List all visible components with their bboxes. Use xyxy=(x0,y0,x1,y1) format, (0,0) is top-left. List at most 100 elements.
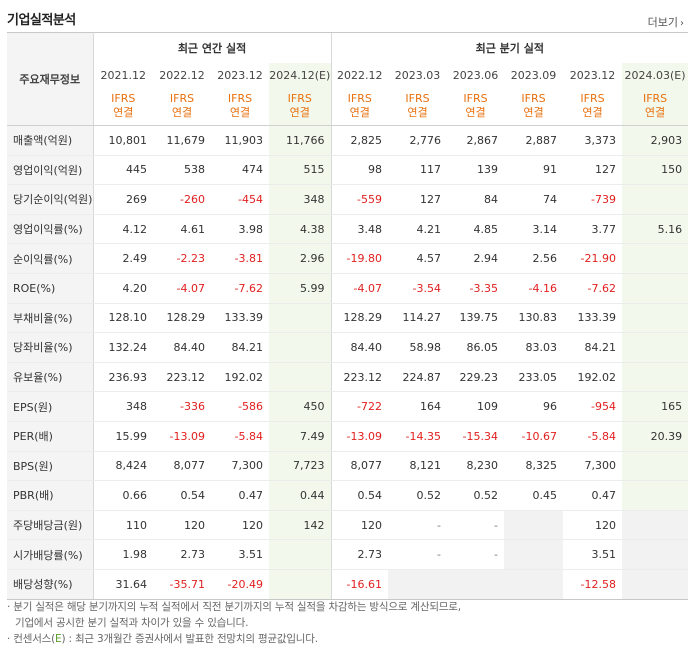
table-cell: 96 xyxy=(504,391,564,422)
row-label[interactable]: 주당배당금(원) xyxy=(7,509,94,541)
table-cell: 83.03 xyxy=(504,332,564,363)
basis-header[interactable]: IFRS 연결 xyxy=(211,87,269,126)
table-cell: -10.67 xyxy=(504,421,564,452)
table-cell: 224.87 xyxy=(388,362,448,393)
table-cell: 3.51 xyxy=(211,539,269,570)
table-cell: 5.99 xyxy=(269,273,332,304)
table-row: PBR(배) 0.66 0.54 0.47 0.44 0.54 0.52 0.52 0.45 0.… xyxy=(7,480,689,511)
table-cell: 7,300 xyxy=(211,451,269,482)
annual-group-header: 최근 연간 실적 xyxy=(93,32,332,63)
table-cell: 538 xyxy=(153,155,211,186)
basis-standard: IFRS xyxy=(287,92,312,105)
row-label[interactable]: 영업이익(억원) xyxy=(7,155,94,186)
table-cell: 133.39 xyxy=(211,302,269,334)
basis-header[interactable]: IFRS 연결 xyxy=(447,87,505,126)
table-cell xyxy=(622,569,689,600)
note-line: · 컨센서스(E) : 최근 3개월간 증권사에서 발표한 전망치의 평균값입니… xyxy=(7,631,461,647)
row-label-header: 주요재무정보 xyxy=(7,32,94,126)
table-cell: -13.09 xyxy=(153,421,211,452)
row-label[interactable]: 시가배당률(%) xyxy=(7,539,94,570)
row-label[interactable]: BPS(원) xyxy=(7,451,94,482)
basis-standard: IFRS xyxy=(463,92,488,105)
table-cell: 8,077 xyxy=(330,451,389,482)
row-label[interactable]: 매출액(억원) xyxy=(7,125,94,156)
basis-header[interactable]: IFRS 연결 xyxy=(504,87,564,126)
table-row: ROE(%) 4.20 -4.07 -7.62 5.99 -4.07 -3.54 -3.35-… xyxy=(7,273,689,304)
basis-header[interactable]: IFRS 연결 xyxy=(153,87,211,126)
table-cell: 0.44 xyxy=(269,480,332,511)
table-cell: 3.14 xyxy=(504,213,564,245)
note-line: · 분기 실적은 해당 분기까지의 누적 실적에서 직전 분기까지의 누적 실적… xyxy=(7,601,461,613)
basis-header[interactable]: IFRS 연결 xyxy=(563,87,623,126)
row-label[interactable]: 당좌비율(%) xyxy=(7,332,94,363)
row-label[interactable]: 영업이익률(%) xyxy=(7,213,94,245)
more-link[interactable]: 더보기 › xyxy=(648,14,684,30)
row-label[interactable]: EPS(원) xyxy=(7,391,94,422)
table-row: 당기순이익(억원) 269 -260 -454 348 -559 127 84 74 -739 xyxy=(7,184,689,215)
table-cell: 86.05 xyxy=(447,332,505,363)
table-row: 유보율(%) 236.93 223.12 192.02 223.12 224.87 229.… xyxy=(7,362,689,393)
table-cell: -454 xyxy=(211,184,269,215)
basis-header[interactable]: IFRS 연결 xyxy=(622,87,689,126)
table-cell: 10,801 xyxy=(93,125,153,156)
table-cell: 120 xyxy=(563,509,623,541)
table-cell: -35.71 xyxy=(153,569,211,600)
table-cell: 8,121 xyxy=(388,451,448,482)
table-cell: 84 xyxy=(447,184,505,215)
table-cell: -21.90 xyxy=(563,243,623,274)
table-row: 순이익률(%) 2.49 -2.23 -3.81 2.96 -19.80 4.57 2.94 2… xyxy=(7,243,689,274)
table-cell: 1.98 xyxy=(93,539,153,570)
estimate-marker: E xyxy=(55,633,62,645)
table-cell: 2,887 xyxy=(504,125,564,156)
table-cell: 192.02 xyxy=(563,362,623,393)
table-cell: 3.48 xyxy=(330,213,389,245)
table-cell: 3,373 xyxy=(563,125,623,156)
table-cell: -4.07 xyxy=(330,273,389,304)
table-cell xyxy=(622,184,689,215)
table-cell xyxy=(622,451,689,482)
table-cell: 58.98 xyxy=(388,332,448,363)
basis-standard: IFRS xyxy=(111,92,136,105)
row-label[interactable]: 부채비율(%) xyxy=(7,302,94,334)
table-cell: 128.29 xyxy=(153,302,211,334)
table-cell xyxy=(622,302,689,334)
table-cell: 0.47 xyxy=(211,480,269,511)
table-cell: -7.62 xyxy=(211,273,269,304)
row-label[interactable]: 유보율(%) xyxy=(7,362,94,393)
table-row: 시가배당률(%) 1.98 2.73 3.51 2.73- -3.51 xyxy=(7,539,689,570)
table-row: BPS(원) 8,424 8,077 7,300 7,723 8,077 8,121 8,23… xyxy=(7,451,689,482)
table-cell: 0.54 xyxy=(330,480,389,511)
basis-standard: IFRS xyxy=(642,92,668,105)
period-header: 2023.12 xyxy=(217,68,263,82)
table-cell xyxy=(269,539,332,570)
table-row: 매출액(억원) 10,801 11,679 11,903 11,766 2,825 2,77… xyxy=(7,125,689,156)
row-label[interactable]: 당기순이익(억원) xyxy=(7,184,94,215)
table-cell: 0.45 xyxy=(504,480,564,511)
table-cell: -739 xyxy=(563,184,623,215)
table-row: 부채비율(%) 128.10 128.29 133.39 128.29 114.27 139… xyxy=(7,302,689,334)
table-cell: 2,867 xyxy=(447,125,505,156)
table-cell: 91 xyxy=(504,155,564,186)
basis-header[interactable]: IFRS 연결 xyxy=(330,87,389,126)
table-cell: 84.40 xyxy=(153,332,211,363)
basis-header[interactable]: IFRS 연결 xyxy=(269,87,332,126)
table-cell: -336 xyxy=(153,391,211,422)
table-cell: 269 xyxy=(93,184,153,215)
table-cell: 2.56 xyxy=(504,243,564,274)
row-label[interactable]: 배당성향(%) xyxy=(7,569,94,600)
row-label[interactable]: ROE(%) xyxy=(7,273,94,304)
table-cell xyxy=(622,509,689,541)
row-label[interactable]: PBR(배) xyxy=(7,480,94,511)
table-cell: -3.35 xyxy=(447,273,505,304)
row-label[interactable]: PER(배) xyxy=(7,421,94,452)
table-cell: -14.35 xyxy=(388,421,448,452)
basis-header[interactable]: IFRS 연결 xyxy=(93,87,153,126)
table-cell: 474 xyxy=(211,155,269,186)
table-cell: 11,766 xyxy=(269,125,332,156)
basis-header[interactable]: IFRS 연결 xyxy=(388,87,448,126)
table-cell: - xyxy=(388,509,448,541)
period-header: 2022.12 xyxy=(330,63,389,87)
row-label[interactable]: 순이익률(%) xyxy=(7,243,94,274)
table-cell xyxy=(622,243,689,274)
